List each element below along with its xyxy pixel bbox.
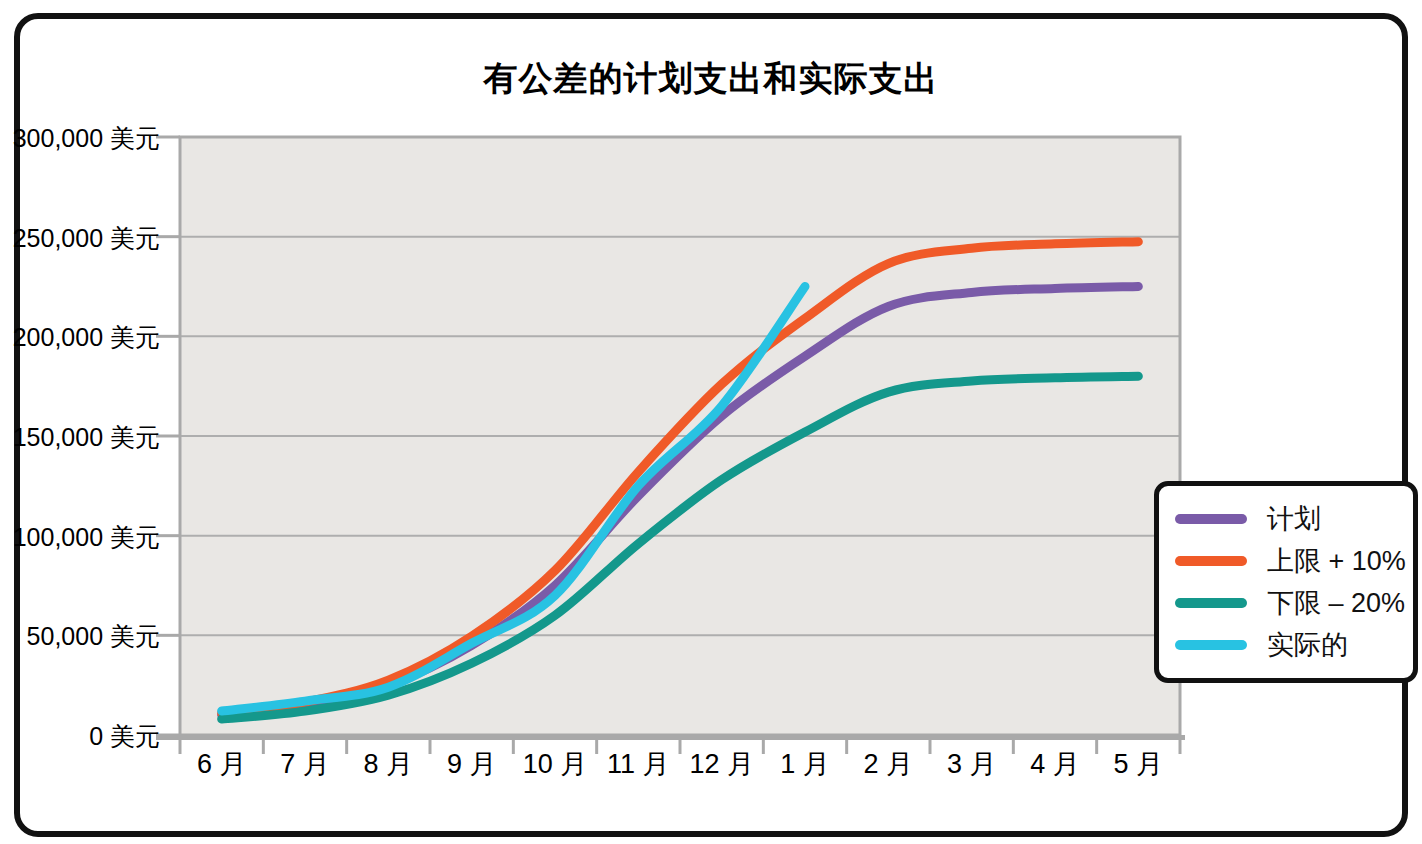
legend-item-2: 下限 – 20% [1175, 585, 1405, 621]
legend-label: 计划 [1267, 501, 1321, 537]
x-axis-label: 11 月 [593, 746, 683, 782]
x-axis-label: 5 月 [1093, 746, 1183, 782]
x-axis-label: 1 月 [760, 746, 850, 782]
legend-line-swatch [1175, 556, 1247, 566]
legend-label: 下限 – 20% [1267, 585, 1405, 621]
x-axis-label: 12 月 [677, 746, 767, 782]
x-axis-label: 8 月 [343, 746, 433, 782]
x-axis-label: 10 月 [510, 746, 600, 782]
x-axis-label: 7 月 [260, 746, 350, 782]
x-axis-label: 6 月 [177, 746, 267, 782]
legend-label: 上限 + 10% [1267, 543, 1406, 579]
legend-item-0: 计划 [1175, 501, 1405, 537]
legend-item-3: 实际的 [1175, 627, 1405, 663]
y-axis-label: 300,000 美元 [0, 122, 160, 155]
legend-line-swatch [1175, 514, 1247, 524]
chart-title: 有公差的计划支出和实际支出 [0, 56, 1422, 102]
legend-line-swatch [1175, 640, 1247, 650]
y-axis-label: 50,000 美元 [0, 620, 160, 653]
x-axis-label: 2 月 [843, 746, 933, 782]
line-chart-canvas [0, 0, 1422, 844]
y-axis-label: 250,000 美元 [0, 222, 160, 255]
legend: 计划上限 + 10% 下限 – 20% 实际的 [1154, 481, 1418, 683]
legend-line-swatch [1175, 598, 1247, 608]
x-axis-label: 3 月 [927, 746, 1017, 782]
y-axis-label: 200,000 美元 [0, 321, 160, 354]
x-axis-label: 4 月 [1010, 746, 1100, 782]
y-axis-label: 150,000 美元 [0, 421, 160, 454]
legend-item-1: 上限 + 10% [1175, 543, 1405, 579]
y-axis-label: 0 美元 [0, 720, 160, 753]
y-axis-label: 100,000 美元 [0, 521, 160, 554]
x-axis-label: 9 月 [427, 746, 517, 782]
legend-label: 实际的 [1267, 627, 1348, 663]
